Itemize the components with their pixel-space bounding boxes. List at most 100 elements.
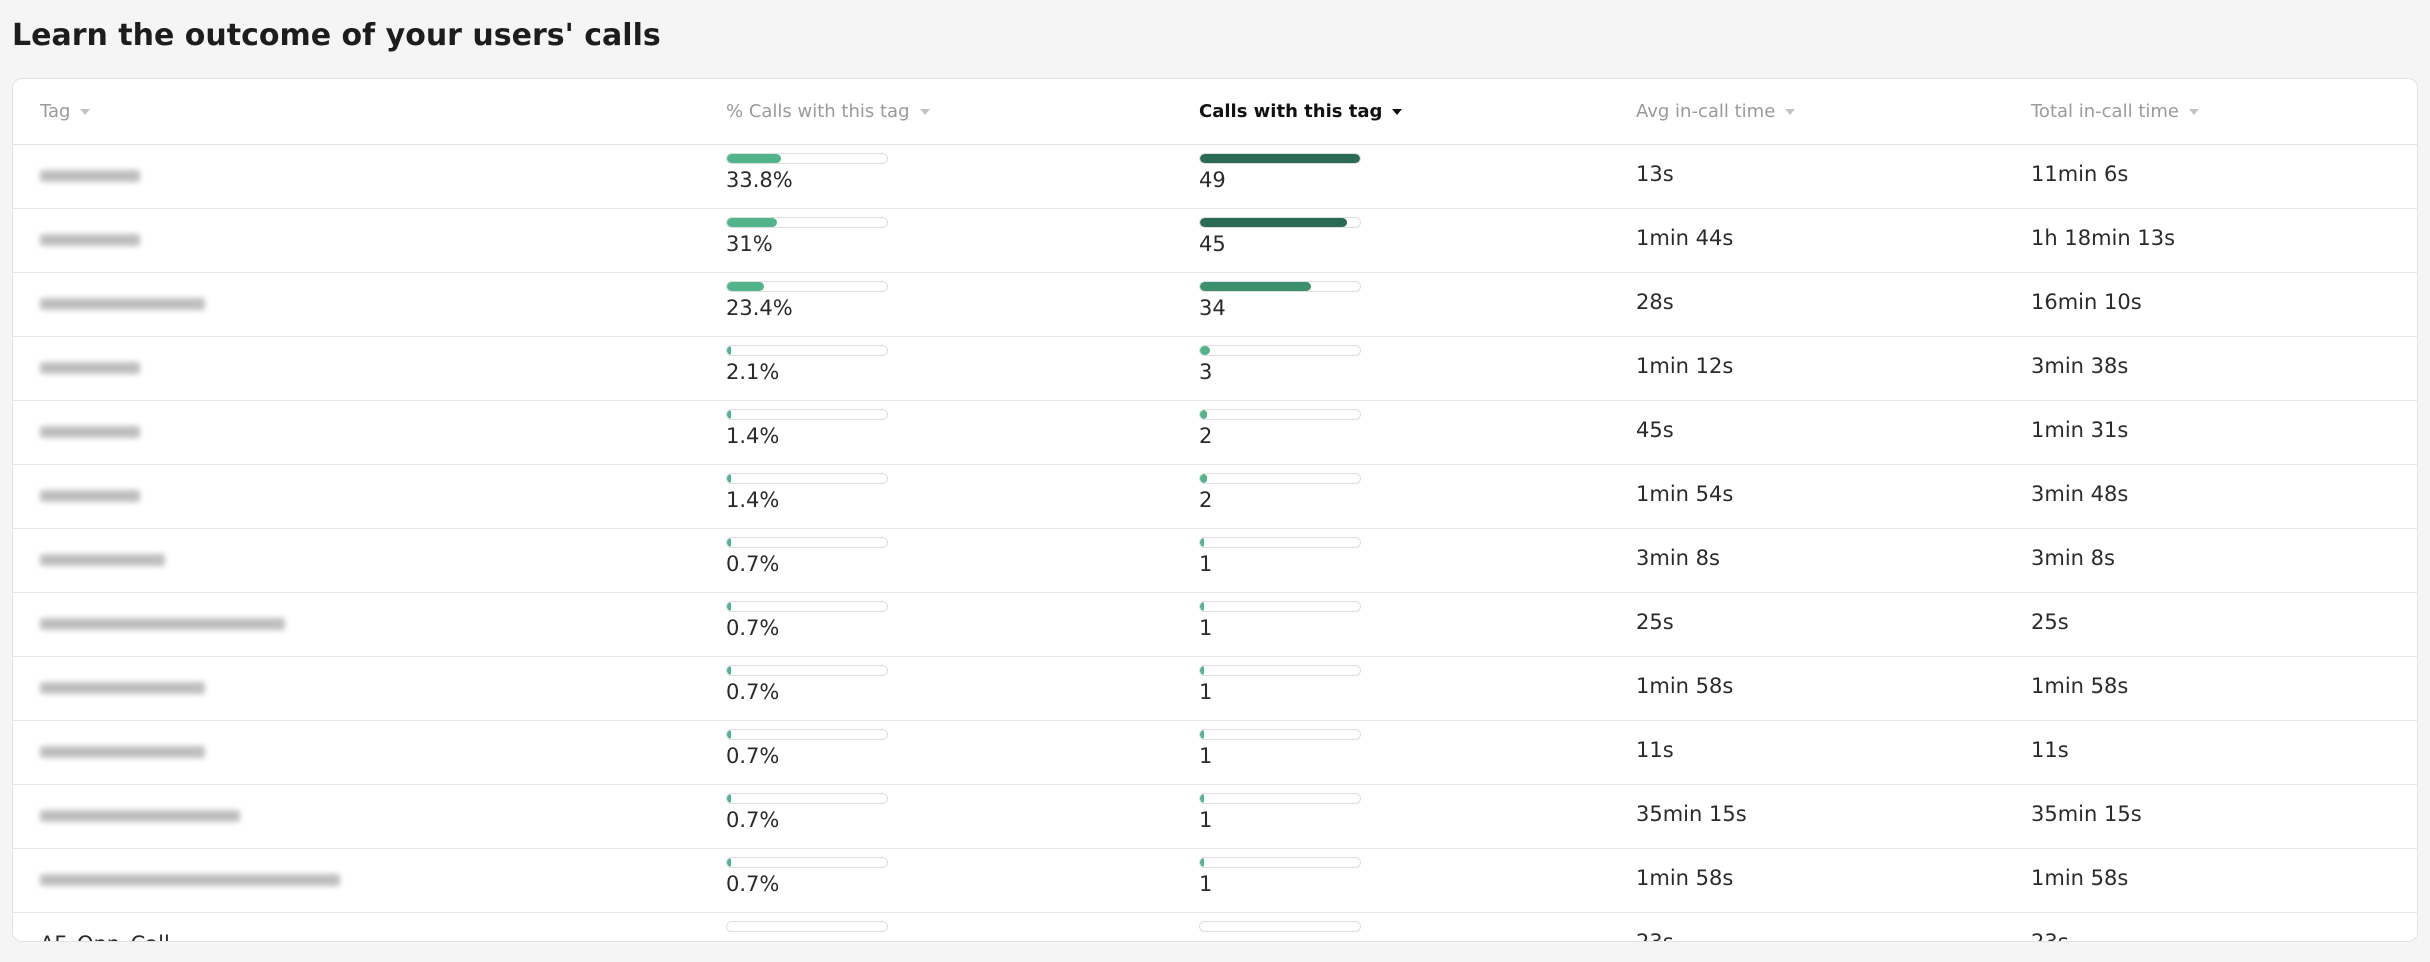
sort-arrow[interactable]: [1392, 109, 1403, 115]
avg-time: 1min 12s: [1636, 354, 1734, 378]
value-label: 1: [1199, 872, 1213, 896]
table-row[interactable]: 1.4% 2 1min 54s 3min 48s: [13, 464, 2417, 529]
table-row[interactable]: 0.7% 1 11s 11s: [13, 720, 2417, 785]
bar-fill: [1200, 474, 1207, 483]
value-label: 0.7%: [726, 616, 780, 640]
total-time: 3min 38s: [2031, 354, 2129, 378]
value-label: 1: [1199, 808, 1213, 832]
value-label: 0.7%: [726, 744, 780, 768]
redacted-tag: [40, 298, 205, 310]
table-row[interactable]: 0.7% 1 1min 58s 1min 58s: [13, 656, 2417, 721]
sort-arrow[interactable]: [919, 109, 930, 115]
sort-arrow[interactable]: [80, 109, 91, 115]
bar-track: [726, 345, 888, 356]
table-row[interactable]: 33.8% 49 13s 11min 6s: [13, 144, 2417, 209]
bar-fill: [1200, 666, 1204, 675]
table-row[interactable]: 23.4% 34 28s 16min 10s: [13, 272, 2417, 337]
column-title: Total in-call time: [2031, 101, 2179, 122]
value-label: 1: [1199, 680, 1213, 704]
column-header[interactable]: Calls with this tag: [1199, 101, 1403, 122]
bar-track: [726, 281, 888, 292]
redacted-tag: [40, 618, 285, 630]
table-row[interactable]: AF_Opp_Call 23s 23s: [13, 912, 2417, 941]
bar-track: [726, 921, 888, 932]
bar-track: [726, 793, 888, 804]
bar-track: [726, 537, 888, 548]
total-time: 25s: [2031, 610, 2069, 634]
table-row[interactable]: 0.7% 1 1min 58s 1min 58s: [13, 848, 2417, 913]
sort-arrow[interactable]: [2188, 109, 2199, 115]
column-header[interactable]: % Calls with this tag: [726, 101, 930, 122]
value-label: 0.7%: [726, 552, 780, 576]
bar-track: [726, 153, 888, 164]
bar-track: [726, 409, 888, 420]
total-time: 11min 6s: [2031, 162, 2129, 186]
avg-time: 11s: [1636, 738, 1674, 762]
bar-track: [1199, 921, 1361, 932]
bar-track: [726, 601, 888, 612]
table-row[interactable]: 0.7% 1 35min 15s 35min 15s: [13, 784, 2417, 849]
total-time: 1min 31s: [2031, 418, 2129, 442]
value-label: 49: [1199, 168, 1226, 192]
bar-fill: [727, 730, 731, 739]
column-title: Avg in-call time: [1636, 101, 1776, 122]
table-row[interactable]: 2.1% 3 1min 12s 3min 38s: [13, 336, 2417, 401]
total-time: 11s: [2031, 738, 2069, 762]
value-label: 1.4%: [726, 488, 780, 512]
column-header[interactable]: Avg in-call time: [1636, 101, 1796, 122]
bar-track: [1199, 729, 1361, 740]
column-title: Calls with this tag: [1199, 101, 1383, 122]
redacted-tag: [40, 874, 340, 886]
bar-fill: [727, 410, 731, 419]
redacted-tag: [40, 490, 140, 502]
bar-track: [1199, 473, 1361, 484]
total-time: 1h 18min 13s: [2031, 226, 2176, 250]
column-header[interactable]: Total in-call time: [2031, 101, 2199, 122]
bar-track: [1199, 409, 1361, 420]
total-time: 3min 8s: [2031, 546, 2115, 570]
redacted-tag: [40, 810, 240, 822]
table-row[interactable]: 1.4% 2 45s 1min 31s: [13, 400, 2417, 465]
redacted-tag: [40, 746, 205, 758]
bar-fill: [727, 794, 731, 803]
bar-track: [1199, 345, 1361, 356]
column-title: Tag: [40, 101, 71, 122]
bar-fill: [1200, 538, 1204, 547]
tag: AF_Opp_Call: [40, 932, 170, 941]
bar-fill: [1200, 154, 1360, 163]
value-label: 1: [1199, 552, 1213, 576]
bar-track: [1199, 217, 1361, 228]
bar-track: [1199, 793, 1361, 804]
sort-arrow[interactable]: [1785, 109, 1796, 115]
bar-fill: [1200, 346, 1210, 355]
bar-fill: [1200, 410, 1207, 419]
bar-fill: [1200, 282, 1312, 291]
value-label: 31%: [726, 232, 773, 256]
value-label: 0.7%: [726, 680, 780, 704]
bar-track: [726, 729, 888, 740]
avg-time: 28s: [1636, 290, 1674, 314]
value-label: 3: [1199, 360, 1213, 384]
bar-fill: [1200, 858, 1204, 867]
value-label: 2.1%: [726, 360, 780, 384]
total-time: 35min 15s: [2031, 802, 2142, 826]
value-label: 1: [1199, 616, 1213, 640]
bar-fill: [1200, 794, 1204, 803]
bar-track: [726, 665, 888, 676]
bar-track: [726, 857, 888, 868]
redacted-tag: [40, 234, 140, 246]
avg-time: 25s: [1636, 610, 1674, 634]
value-label: 0.7%: [726, 808, 780, 832]
total-time: 1min 58s: [2031, 866, 2129, 890]
table-row[interactable]: 0.7% 1 3min 8s 3min 8s: [13, 528, 2417, 593]
bar-track: [1199, 665, 1361, 676]
bar-track: [1199, 281, 1361, 292]
bar-fill: [727, 666, 731, 675]
column-header[interactable]: Tag: [40, 101, 91, 122]
table-row[interactable]: 31% 45 1min 44s 1h 18min 13s: [13, 208, 2417, 273]
value-label: 2: [1199, 424, 1213, 448]
table-row[interactable]: 0.7% 1 25s 25s: [13, 592, 2417, 657]
bar-fill: [727, 282, 765, 291]
avg-time: 1min 54s: [1636, 482, 1734, 506]
